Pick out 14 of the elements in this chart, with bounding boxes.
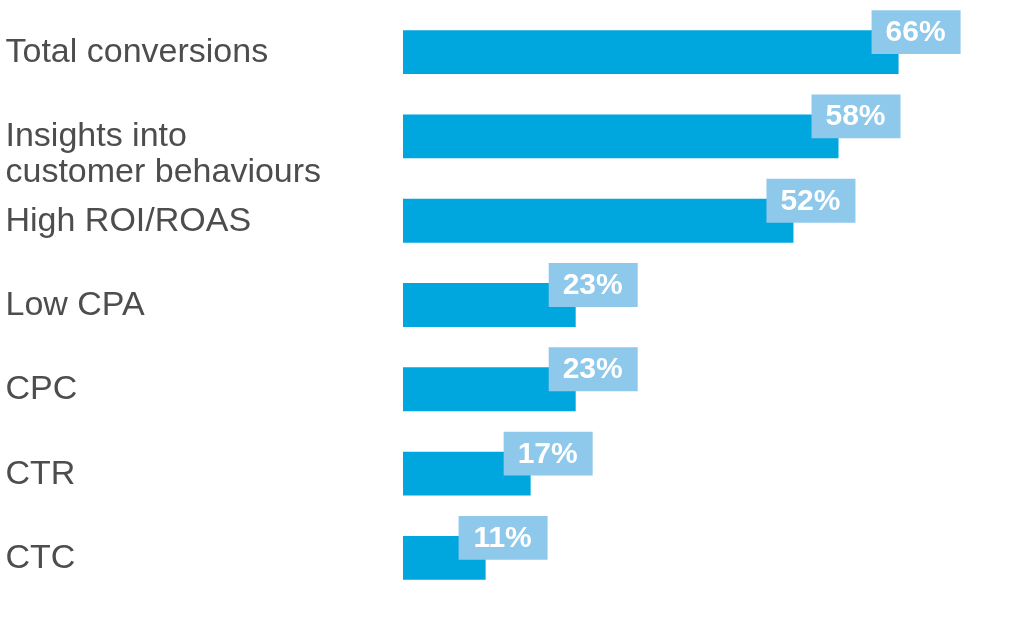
- data-label: 52%: [780, 182, 841, 216]
- data-label: 66%: [885, 14, 946, 48]
- data-label: 23%: [562, 267, 623, 300]
- data-label: 58%: [825, 98, 886, 132]
- y-tick-label: Total conversions: [5, 31, 269, 70]
- data-label: 17%: [517, 435, 578, 469]
- y-tick-label: Insights into customer behaviours: [5, 115, 322, 190]
- data-label: 11%: [473, 519, 532, 553]
- y-tick-label: CTR: [5, 452, 76, 491]
- y-tick-label: High ROI/ROAS: [5, 199, 252, 238]
- y-tick-label: Low CPA: [5, 284, 146, 322]
- data-label: 23%: [562, 351, 623, 385]
- y-tick-label: CPC: [5, 368, 78, 407]
- y-tick-label: CTC: [5, 536, 76, 575]
